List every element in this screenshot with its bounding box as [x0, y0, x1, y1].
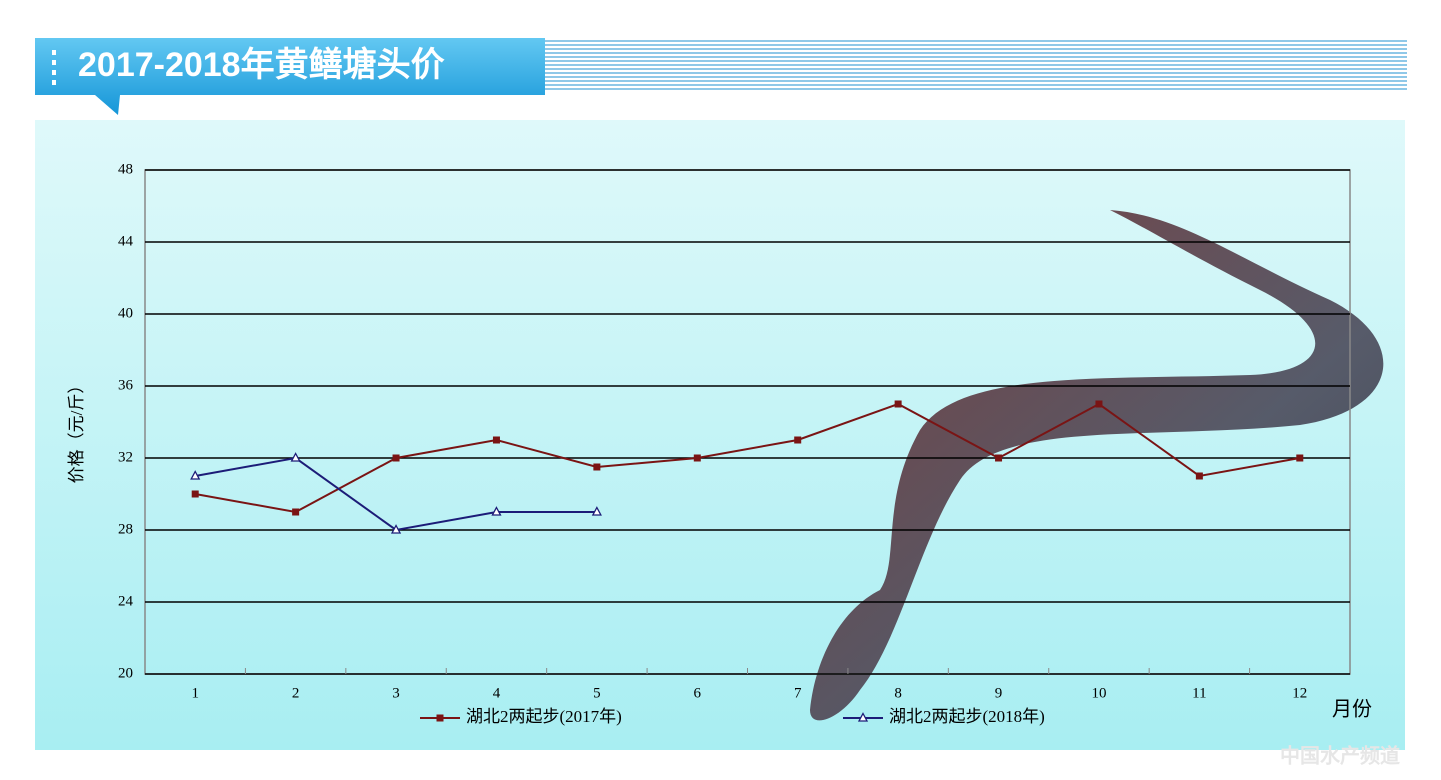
point-marker — [593, 463, 601, 471]
point-marker — [1195, 472, 1203, 480]
y-tick-label: 48 — [118, 161, 133, 177]
x-tick-label: 11 — [1192, 685, 1206, 701]
x-tick-label: 1 — [191, 685, 199, 701]
point-marker — [390, 524, 402, 534]
point-marker — [693, 454, 701, 462]
x-tick-label: 2 — [292, 685, 300, 701]
series-line — [195, 402, 1300, 514]
y-axis-label: 价格（元/斤） — [67, 377, 86, 484]
header-stripes — [545, 40, 1407, 92]
point-marker — [392, 454, 400, 462]
point-marker — [995, 454, 1003, 462]
x-tick-label: 7 — [794, 685, 802, 701]
x-tick-label: 8 — [894, 685, 902, 701]
x-tick-label: 3 — [392, 685, 400, 701]
y-tick-label: 36 — [118, 377, 134, 393]
y-tick-label: 28 — [118, 521, 133, 537]
point-marker — [191, 490, 199, 498]
y-tick-label: 32 — [118, 449, 133, 465]
y-tick-label: 40 — [118, 305, 133, 321]
y-tick-label: 44 — [118, 233, 134, 249]
x-tick-label: 12 — [1292, 685, 1307, 701]
legend-marker — [857, 712, 869, 722]
point-marker — [491, 506, 502, 516]
x-axis-label: 月份 — [1332, 697, 1372, 720]
point-marker — [591, 506, 602, 516]
chart-panel — [35, 120, 1405, 750]
y-tick-label: 20 — [118, 665, 133, 681]
point-marker — [894, 400, 902, 408]
point-marker — [292, 508, 300, 516]
header-banner — [35, 38, 545, 115]
eel-illustration — [810, 210, 1384, 721]
point-marker — [1296, 454, 1304, 462]
x-tick-label: 4 — [493, 685, 501, 701]
x-tick-label: 9 — [995, 685, 1003, 701]
legend-label: 湖北2两起步(2018年) — [889, 707, 1045, 726]
point-marker — [1095, 400, 1103, 408]
x-tick-label: 5 — [593, 685, 601, 701]
watermark: 中国水产频道 — [1280, 743, 1400, 767]
point-marker — [794, 436, 802, 444]
y-tick-label: 24 — [118, 593, 134, 609]
x-tick-label: 6 — [694, 685, 702, 701]
chart-title: 2017-2018年黄鳝塘头价 — [78, 46, 445, 84]
point-marker — [290, 452, 301, 462]
banner-dots — [52, 50, 56, 85]
point-marker — [492, 436, 500, 444]
x-tick-label: 10 — [1091, 685, 1106, 701]
legend-marker — [436, 714, 444, 722]
legend-label: 湖北2两起步(2017年) — [466, 707, 622, 726]
point-marker — [190, 470, 201, 480]
